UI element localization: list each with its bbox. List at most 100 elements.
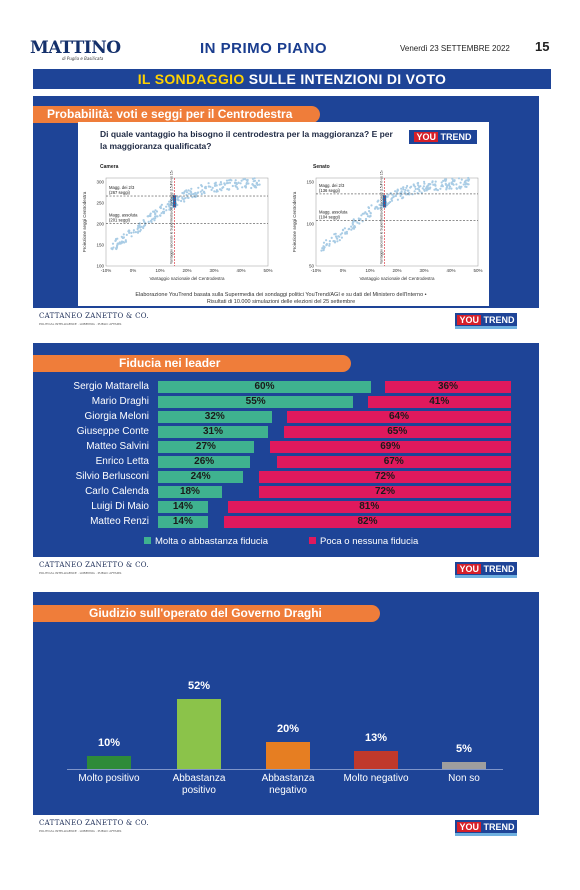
simulation-point <box>166 203 169 206</box>
current-lead-label: Vantaggio secondo le Supermedia dei sond… <box>170 170 174 264</box>
simulation-point <box>147 220 150 223</box>
x-tick-label: 30% <box>209 268 218 273</box>
simulation-point <box>420 191 423 194</box>
simulation-point <box>350 228 353 231</box>
threshold-label: Magg. dei 2/3 <box>109 185 135 190</box>
legend-item-positive: Molta o abbastanza fiducia <box>144 536 268 547</box>
simulation-point <box>253 177 256 180</box>
rating-category: Non so <box>448 773 480 784</box>
leader-row: Matteo Renzi 14% 82% <box>33 516 539 528</box>
simulation-point <box>239 182 242 185</box>
simulation-point <box>152 217 155 220</box>
simulation-point <box>392 196 395 199</box>
distrust-bar: 82% <box>224 516 511 528</box>
distrust-value: 82% <box>357 516 378 527</box>
simulation-point <box>191 196 194 199</box>
distrust-value: 81% <box>359 501 380 512</box>
simulation-point <box>134 231 137 234</box>
simulation-point <box>236 187 239 190</box>
simulation-point <box>425 185 428 188</box>
x-tick-label: -10% <box>101 268 112 273</box>
simulation-point <box>243 185 246 188</box>
simulation-point <box>381 202 384 205</box>
simulation-point <box>322 241 326 244</box>
newspaper-logo: MATTINO <box>30 38 121 58</box>
simulation-point <box>253 179 257 182</box>
simulation-point <box>138 222 141 225</box>
simulation-point <box>352 227 356 230</box>
simulation-point <box>404 188 407 192</box>
simulation-point <box>444 178 447 181</box>
simulation-point <box>213 182 216 185</box>
leader-name: Silvio Berlusconi <box>75 471 149 482</box>
simulation-point <box>402 186 405 189</box>
simulation-point <box>154 212 157 215</box>
rating-bar <box>442 762 486 769</box>
simulation-point <box>160 203 163 206</box>
simulation-point <box>168 203 171 206</box>
simulation-point <box>352 218 355 222</box>
rating-category: Abbastanza negativo <box>261 773 315 796</box>
simulation-point <box>211 186 214 189</box>
simulation-point <box>336 240 339 243</box>
distrust-bar: 67% <box>276 456 511 468</box>
simulation-point <box>462 183 465 186</box>
page-title-highlight: IL SONDAGGIO <box>137 71 245 87</box>
simulation-point <box>440 181 443 184</box>
simulation-point <box>251 183 254 186</box>
trust-bar: 27% <box>158 441 254 453</box>
y-tick-label: 100 <box>96 264 104 269</box>
simulation-point <box>168 200 171 203</box>
simulation-point <box>390 199 394 202</box>
x-tick-label: 10% <box>155 268 164 273</box>
simulation-point <box>378 203 381 206</box>
simulation-point <box>159 206 162 210</box>
simulation-point <box>136 227 139 231</box>
simulation-point <box>245 181 248 185</box>
simulation-point <box>255 182 258 185</box>
threshold-label: (136 seggi) <box>319 188 341 193</box>
simulation-point <box>389 200 392 204</box>
simulation-point <box>183 200 186 203</box>
trust-bar: 60% <box>158 381 371 393</box>
simulation-point <box>115 247 118 250</box>
trust-bar: 18% <box>158 486 222 498</box>
simulation-point <box>377 207 380 210</box>
y-tick-label: 50 <box>309 264 315 269</box>
simulation-point <box>213 190 216 193</box>
simulation-point <box>189 190 192 193</box>
chart-title-camera: Camera <box>100 164 119 170</box>
simulation-point <box>207 182 210 185</box>
panel-title: Fiducia nei leader <box>33 355 351 372</box>
simulation-point <box>395 191 398 194</box>
simulation-point <box>168 208 171 211</box>
distrust-bar: 65% <box>283 426 511 438</box>
simulation-point <box>414 187 417 191</box>
simulation-point <box>330 236 333 239</box>
current-lead-label: Vantaggio secondo le Supermedia dei sond… <box>380 170 384 264</box>
simulation-point <box>218 188 222 191</box>
simulation-point <box>414 185 417 188</box>
simulation-point <box>161 210 165 213</box>
leader-row: Giuseppe Conte 31% 65% <box>33 426 539 438</box>
chart-title-senato: Senato <box>313 164 330 170</box>
simulation-point <box>124 240 128 243</box>
simulation-point <box>183 190 186 193</box>
simulation-point <box>234 179 237 182</box>
simulation-point <box>455 183 458 186</box>
leader-row: Luigi Di Maio 14% 81% <box>33 501 539 513</box>
simulation-point <box>360 214 363 217</box>
distrust-value: 65% <box>387 426 408 437</box>
trust-value: 60% <box>254 381 275 392</box>
simulation-point <box>361 212 364 215</box>
leader-name: Sergio Mattarella <box>73 381 149 392</box>
simulation-point <box>154 209 157 212</box>
simulation-cloud <box>320 176 471 252</box>
simulation-point <box>204 187 207 190</box>
cattaneo-zanetto-logo: CATTANEO ZANETTO & CO. <box>39 312 149 320</box>
simulation-point <box>328 242 331 246</box>
forecast-card: Di quale vantaggio ha bisogno il centrod… <box>78 122 489 306</box>
simulation-point <box>328 240 331 243</box>
simulation-point <box>130 231 133 234</box>
simulation-point <box>159 214 162 217</box>
